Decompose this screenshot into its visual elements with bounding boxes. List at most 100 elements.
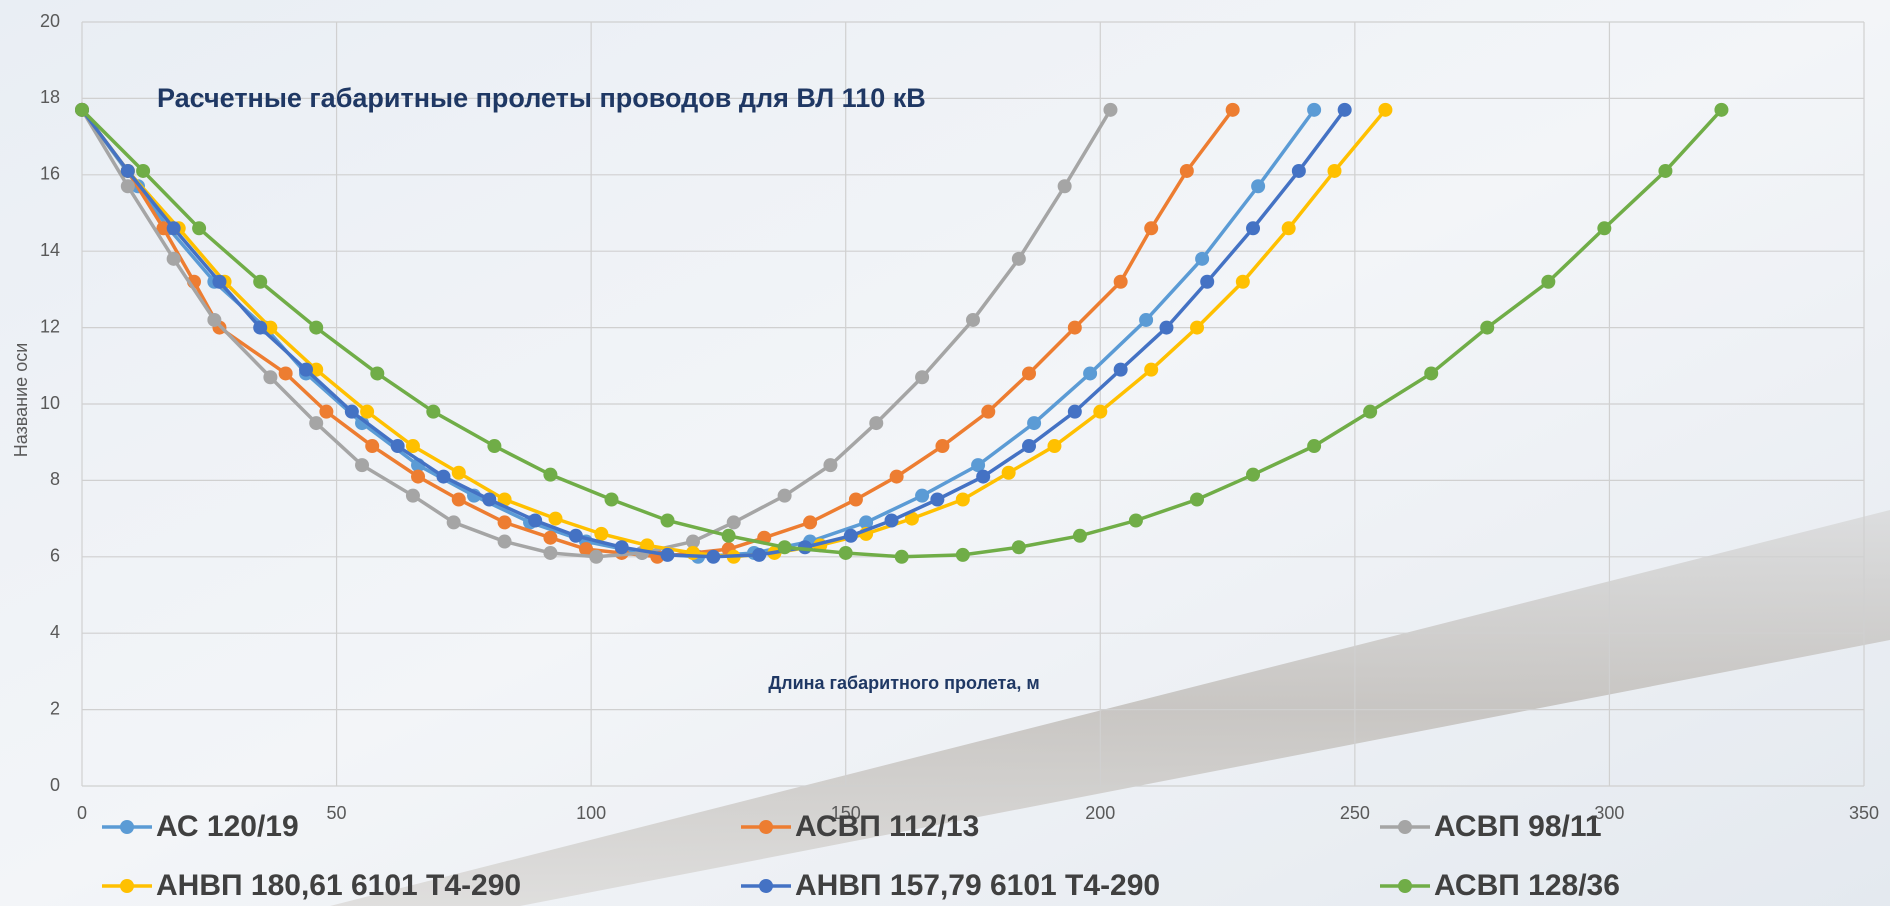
y-tick-label: 16	[40, 164, 60, 184]
x-tick-label: 300	[1594, 803, 1624, 823]
data-point	[752, 547, 767, 562]
x-tick-label: 0	[77, 803, 87, 823]
legend-marker	[1398, 879, 1412, 893]
legend-label: АНВП 180,61 6101 Т4-290	[156, 869, 521, 902]
data-point	[1378, 102, 1393, 117]
legend-item: АСВП 98/11	[1380, 810, 1602, 843]
data-point	[848, 492, 863, 507]
data-point	[548, 511, 563, 526]
data-point	[360, 404, 375, 419]
data-point	[1067, 404, 1082, 419]
data-point	[660, 513, 675, 528]
legend-marker	[1398, 820, 1412, 834]
data-point	[355, 416, 370, 431]
data-point	[823, 458, 838, 473]
legend-marker	[120, 879, 134, 893]
data-point	[1022, 439, 1037, 454]
data-point	[1424, 366, 1439, 381]
data-point	[568, 528, 583, 543]
data-point	[1011, 540, 1026, 555]
data-point	[721, 528, 736, 543]
data-point	[1011, 251, 1026, 266]
data-point	[136, 163, 151, 178]
data-point	[156, 221, 171, 236]
data-point	[319, 404, 334, 419]
data-point	[889, 469, 904, 484]
data-point	[604, 492, 619, 507]
data-point	[451, 492, 466, 507]
data-point	[726, 515, 741, 530]
data-point	[120, 163, 135, 178]
y-tick-label: 18	[40, 87, 60, 107]
data-point	[1022, 366, 1037, 381]
data-point	[192, 221, 207, 236]
data-point	[390, 439, 405, 454]
chart-title: Расчетные габаритные пролеты проводов дл…	[157, 83, 926, 113]
legend-marker	[759, 820, 773, 834]
data-point	[1190, 320, 1205, 335]
data-point	[1027, 416, 1042, 431]
data-point	[1541, 274, 1556, 289]
data-point	[976, 469, 991, 484]
data-point	[594, 526, 609, 541]
data-point	[869, 416, 884, 431]
data-point	[1195, 251, 1210, 266]
data-point	[579, 542, 594, 557]
data-point	[411, 469, 426, 484]
x-tick-label: 50	[327, 803, 347, 823]
data-point	[904, 511, 919, 526]
data-point	[299, 362, 314, 377]
data-point	[1307, 102, 1322, 117]
data-point	[1128, 513, 1143, 528]
y-axis-label: Название оси	[11, 343, 31, 458]
data-point	[685, 534, 700, 549]
data-point	[1714, 102, 1729, 117]
data-point	[660, 547, 675, 562]
data-point	[777, 488, 792, 503]
data-point	[614, 540, 629, 555]
data-point	[528, 513, 543, 528]
data-point	[589, 549, 604, 564]
data-point	[543, 467, 558, 482]
y-tick-label: 20	[40, 11, 60, 31]
legend-item: АСВП 128/36	[1380, 869, 1620, 902]
data-point	[1363, 404, 1378, 419]
data-point	[497, 534, 512, 549]
x-tick-label: 250	[1340, 803, 1370, 823]
data-point	[1337, 102, 1352, 117]
data-point	[955, 492, 970, 507]
data-point	[426, 404, 441, 419]
data-point	[640, 538, 655, 553]
y-tick-label: 6	[50, 546, 60, 566]
data-point	[405, 488, 420, 503]
legend-marker	[120, 820, 134, 834]
data-point	[884, 513, 899, 528]
data-point	[1658, 163, 1673, 178]
legend-item: АНВП 180,61 6101 Т4-290	[102, 869, 521, 902]
y-tick-label: 12	[40, 316, 60, 336]
legend-item: АНВП 157,79 6101 Т4-290	[741, 869, 1160, 902]
data-point	[166, 221, 181, 236]
data-point	[1083, 366, 1098, 381]
data-point	[966, 312, 980, 327]
legend-marker	[759, 879, 773, 893]
data-point	[915, 488, 930, 503]
data-point	[1307, 439, 1322, 454]
data-point	[1139, 312, 1154, 327]
data-point	[405, 439, 420, 454]
data-point	[1190, 492, 1205, 507]
data-point	[930, 492, 945, 507]
y-tick-label: 0	[50, 775, 60, 795]
data-point	[1225, 102, 1240, 117]
data-point	[1246, 467, 1261, 482]
data-point	[253, 320, 268, 335]
data-point	[253, 274, 268, 289]
x-tick-label: 350	[1849, 803, 1879, 823]
data-point	[1281, 221, 1296, 236]
data-point	[263, 370, 278, 385]
data-point	[436, 469, 451, 484]
data-point	[309, 362, 324, 377]
x-tick-label: 150	[831, 803, 861, 823]
data-point	[1001, 465, 1016, 480]
data-point	[935, 439, 950, 454]
